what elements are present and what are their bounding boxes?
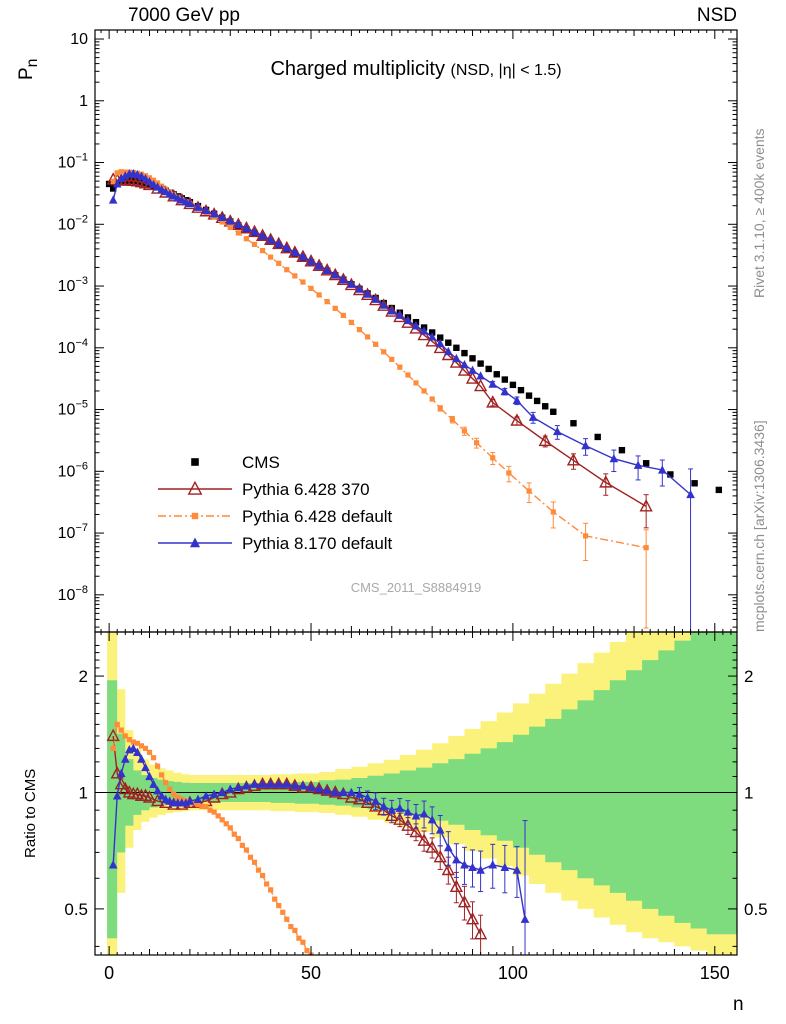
legend-label: Pythia 6.428 370 [242,480,370,499]
plot-title: Charged multiplicity (NSD, |η| < 1.5) [95,58,737,81]
uncertainty-bands [107,632,737,955]
y-axis-label-ratio: Ratio to CMS [22,768,39,858]
svg-text:10−4: 10−4 [58,337,88,357]
svg-text:2: 2 [79,667,88,686]
legend: CMS Pythia 6.428 370 Pythia 6.428 default P… [158,453,393,553]
mcplots-reference-note: mcplots.cern.ch [arXiv:1306.3436] [751,420,767,632]
plot-title-main: Charged multiplicity [270,58,445,80]
svg-text:1: 1 [79,93,88,110]
ratio-series-pythia-8-170-default [108,743,530,955]
svg-text:0: 0 [104,963,114,983]
svg-text:0.5: 0.5 [64,900,88,919]
analysis-id-watermark: CMS_2011_S8884919 [350,580,482,595]
svg-text:10−2: 10−2 [58,213,88,233]
plot-title-cuts: (NSD, |η| < 1.5) [450,62,562,79]
rivet-version-note: Rivet 3.1.10, ≥ 400k events [751,128,767,298]
y-axis-label-sub: n [23,58,41,68]
legend-label: CMS [242,453,280,472]
y-axis-label-top: Pn [16,59,42,81]
svg-text:10−3: 10−3 [58,275,88,295]
svg-text:10: 10 [70,31,88,48]
svg-text:2: 2 [744,667,753,686]
series-cms [105,177,723,494]
svg-text:10−8: 10−8 [58,584,88,604]
series-pythia-6-428-370 [106,172,653,529]
series-pythia-8-170-default [108,168,695,632]
legend-label: Pythia 6.428 default [242,507,393,526]
svg-text:10−1: 10−1 [58,152,88,172]
beam-energy-label: 7000 GeV pp [128,5,240,26]
panel-frame [94,29,738,633]
y-axis-label-base: P [16,67,37,80]
svg-text:10−5: 10−5 [58,399,88,419]
stat-uncertainty-band [107,632,737,939]
svg-text:1: 1 [744,783,753,802]
svg-text:100: 100 [498,963,528,983]
svg-text:10−6: 10−6 [58,460,88,480]
series-pythia-6-428-default [110,169,649,629]
svg-text:10−7: 10−7 [58,522,88,542]
svg-text:0.5: 0.5 [744,900,768,919]
event-class-label: NSD [696,5,737,26]
legend-label: Pythia 8.170 default [242,534,393,553]
svg-text:50: 50 [301,963,321,983]
x-axis-label: n [733,994,744,1015]
svg-text:1: 1 [79,783,88,802]
svg-text:150: 150 [700,963,730,983]
